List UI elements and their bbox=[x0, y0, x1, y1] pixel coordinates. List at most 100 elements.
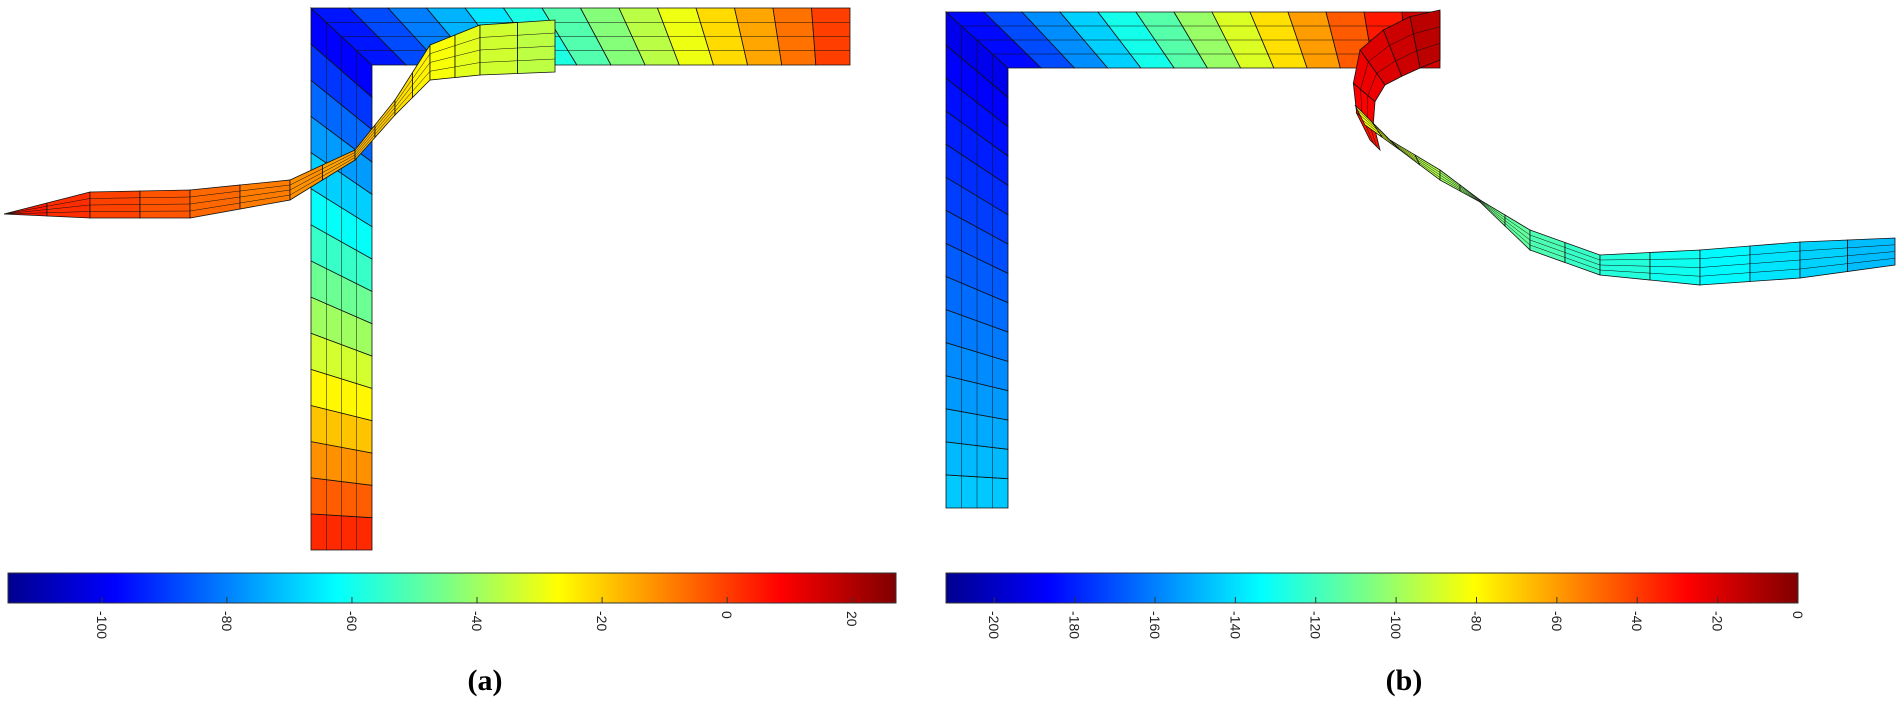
twisted-strip-b-mesh-line bbox=[1479, 200, 1506, 221]
twisted-strip-b-mesh-line bbox=[1847, 244, 1896, 249]
twisted-strip-a-mesh-line bbox=[412, 53, 431, 79]
twisted-strip-a-mesh-line bbox=[517, 58, 556, 61]
twisted-strip-b-mesh-line bbox=[1699, 272, 1751, 277]
colorbar-b-tick-label: -100 bbox=[1388, 611, 1404, 639]
colorbar-a-tick-label: -20 bbox=[594, 611, 610, 631]
twisted-strip-a-mesh-line bbox=[454, 37, 481, 46]
twisted-strip-a-mesh-line bbox=[374, 111, 396, 135]
twisted-strip-b-mesh-line bbox=[1847, 251, 1896, 256]
twisted-strip-b-mesh-line bbox=[1564, 257, 1601, 271]
twisted-strip-a-mesh-line bbox=[46, 204, 91, 210]
colorbar-b-tick-label: -80 bbox=[1468, 611, 1484, 631]
panel-b: -200 -180 -160 -140 -120 -100 -80 -60 -40 -20 0 (b… bbox=[944, 9, 1896, 697]
twisted-strip-b-mesh-line bbox=[1392, 142, 1417, 158]
twisted-strip-b-mesh-line bbox=[1599, 264, 1651, 267]
twisted-strip-a-mesh-line bbox=[139, 203, 191, 205]
twisted-strip-b-mesh-line bbox=[1439, 177, 1461, 190]
twisted-strip-a-cell bbox=[374, 98, 396, 139]
twisted-strip-b-mesh-line bbox=[1394, 144, 1418, 161]
colorbar-b-tick-label: -20 bbox=[1710, 611, 1726, 631]
twisted-strip-b-mesh-line bbox=[1529, 244, 1566, 258]
twisted-strip-a-mesh-line bbox=[374, 103, 396, 129]
twisted-strip-b-mesh-line bbox=[1564, 252, 1601, 266]
twisted-strip-a-mesh-line bbox=[3, 212, 48, 215]
twisted-strip-b-mesh-line bbox=[1479, 201, 1506, 224]
twisted-strip-a-cell bbox=[189, 184, 241, 219]
curl-b-mesh-line bbox=[1376, 60, 1396, 74]
twisted-strip-b-cell bbox=[1847, 237, 1896, 272]
twisted-strip-a-mesh-line bbox=[374, 107, 396, 132]
twisted-strip-b-mesh-line bbox=[1357, 109, 1376, 127]
twisted-strip-a-mesh-line bbox=[394, 84, 413, 108]
twisted-strip-b-mesh-line bbox=[1799, 255, 1848, 261]
colorbar-b-tick-label: -200 bbox=[986, 611, 1002, 639]
twisted-strip-b-mesh-line bbox=[1649, 258, 1701, 260]
column-a bbox=[310, 7, 373, 551]
twisted-strip-b-mesh-line bbox=[1374, 126, 1393, 143]
colorbar-a-ticks: -100 -80 -60 -40 -20 0 20 bbox=[94, 597, 860, 639]
colorbar-b-tick-label: -140 bbox=[1227, 611, 1243, 639]
beam-a bbox=[309, 7, 851, 66]
twisted-strip-a-mesh-line bbox=[394, 78, 413, 104]
curl-b-mesh-line bbox=[1413, 26, 1441, 35]
twisted-strip-a-mesh-line bbox=[3, 206, 48, 215]
twisted-strip-a-mesh-line bbox=[429, 56, 456, 63]
colorbar-b-tick-label: -60 bbox=[1549, 611, 1565, 631]
twisted-strip-a-cell bbox=[239, 179, 291, 210]
colorbar-b-tick-label: -120 bbox=[1308, 611, 1324, 639]
twisted-strip-a-mesh-line bbox=[239, 194, 291, 204]
twisted-strip-a-mesh-line bbox=[517, 45, 556, 49]
twisted-strip-b-mesh-line bbox=[1504, 220, 1531, 241]
twisted-strip-b-mesh-line bbox=[1504, 217, 1531, 236]
twisted-strip-a-mesh-line bbox=[289, 168, 323, 186]
curl-b-mesh-line bbox=[1367, 73, 1377, 96]
twisted-strip-b-mesh-line bbox=[1564, 247, 1601, 261]
twisted-strip-a-mesh-line bbox=[429, 45, 456, 54]
twisted-strip-b-mesh-line bbox=[1749, 250, 1801, 256]
curl-b-mesh-line bbox=[1416, 43, 1441, 52]
twisted-strip-b-mesh-line bbox=[1599, 269, 1651, 274]
twisted-strip-b-mesh-line bbox=[1439, 174, 1461, 189]
twisted-strip-a-mesh-line bbox=[239, 184, 291, 192]
twisted-strip-a-mesh-line bbox=[479, 47, 518, 51]
colorbar-a-tick-label: -80 bbox=[219, 611, 235, 631]
colorbar-a-tick-label: -60 bbox=[344, 611, 360, 631]
deformed-structure-b bbox=[944, 9, 1896, 509]
twisted-strip-a-mesh-line bbox=[46, 211, 91, 213]
twisted-strip-a-mesh-line bbox=[354, 127, 376, 153]
twisted-strip-a-mesh-line bbox=[454, 62, 481, 68]
twisted-strip-a-mesh-line bbox=[394, 91, 413, 112]
twisted-strip-a-mesh-line bbox=[322, 154, 356, 173]
colorbar-a-tick-label: -100 bbox=[94, 611, 110, 639]
twisted-strip-a-mesh-line bbox=[139, 196, 191, 198]
twisted-strip-b-mesh-line bbox=[1479, 200, 1506, 218]
twisted-strip-b-mesh-line bbox=[1649, 272, 1701, 277]
twisted-strip-b bbox=[1354, 104, 1896, 286]
colorbar-a: -100 -80 -60 -40 -20 0 20 bbox=[7, 572, 897, 639]
twisted-strip-a-mesh-line bbox=[429, 66, 456, 72]
colorbar-b-gradient bbox=[945, 572, 1799, 604]
twisted-strip-a-mesh-line bbox=[189, 196, 241, 205]
twisted-strip-b-mesh-line bbox=[1459, 189, 1481, 202]
twisted-strip-b-mesh-line bbox=[1749, 259, 1801, 264]
twisted-strip-a-mesh-line bbox=[289, 172, 323, 191]
twisted-strip-b-mesh-line bbox=[1529, 234, 1566, 248]
twisted-strip-a-mesh-line bbox=[412, 62, 431, 86]
twisted-strip-a-mesh-line bbox=[3, 209, 48, 215]
twisted-strip-a-mesh-line bbox=[322, 157, 356, 177]
twisted-strip-b-mesh-line bbox=[1799, 247, 1848, 252]
twisted-strip-b-mesh-line bbox=[1749, 268, 1801, 273]
twisted-strip-a-mesh-line bbox=[239, 189, 291, 198]
twisted-strip-b-mesh-line bbox=[1416, 157, 1441, 173]
curl-b-mesh-line bbox=[1360, 61, 1369, 90]
twisted-strip-b-mesh-line bbox=[1599, 259, 1651, 261]
twisted-strip-a-mesh-line bbox=[189, 202, 241, 212]
twisted-strip-b-mesh-line bbox=[1362, 119, 1381, 134]
twisted-strip-a-mesh-line bbox=[46, 198, 91, 207]
colorbar-b-tick-label: -40 bbox=[1629, 611, 1645, 631]
twisted-strip-b-mesh-line bbox=[1847, 258, 1896, 264]
colorbar-b: -200 -180 -160 -140 -120 -100 -80 -60 -40 -20 0 bbox=[945, 572, 1806, 639]
twisted-strip-b-mesh-line bbox=[1359, 114, 1378, 131]
twisted-strip-a-mesh-line bbox=[412, 71, 431, 92]
